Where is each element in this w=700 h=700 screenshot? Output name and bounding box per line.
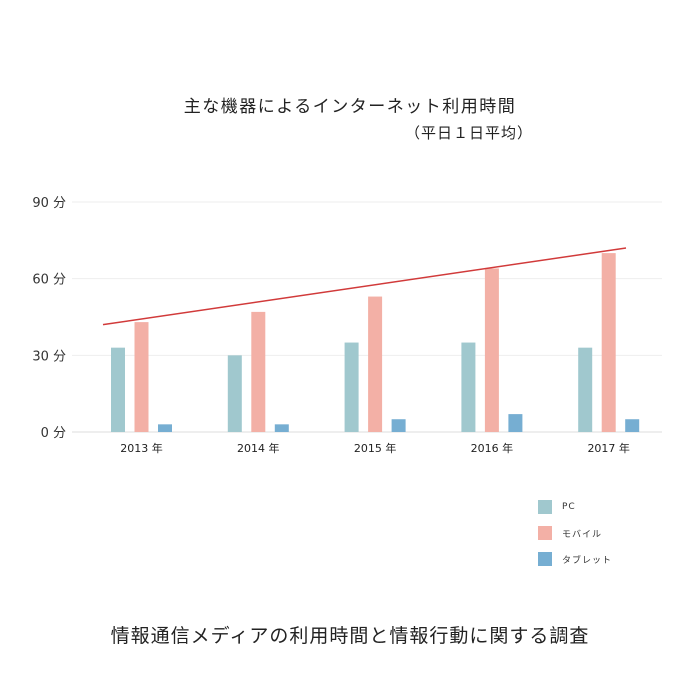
bars <box>111 253 640 432</box>
legend-item-pc: PC <box>538 494 612 520</box>
trend-line <box>102 247 627 326</box>
y-tick-label: 90 分 <box>32 196 66 211</box>
x-tick-label: 2015 年 <box>354 441 397 455</box>
chart-subtitle: （平日１日平均） <box>405 124 534 142</box>
bar-pc <box>344 342 359 432</box>
y-tick-label: 0 分 <box>41 426 66 441</box>
bar-pc <box>578 347 593 432</box>
bar-mobile <box>368 296 383 432</box>
gridlines <box>72 201 662 433</box>
legend-swatch-mobile <box>538 526 552 540</box>
legend-item-tablet: タブレット <box>538 546 612 572</box>
chart-title: 主な機器によるインターネット利用時間 <box>183 97 517 117</box>
bar-mobile <box>134 322 149 432</box>
legend: PC モバイル タブレット <box>538 494 612 572</box>
y-tick-label: 30 分 <box>32 349 66 364</box>
bar-tablet <box>274 424 289 432</box>
bar-pc <box>227 355 242 432</box>
legend-swatch-tablet <box>538 552 552 566</box>
x-tick-label: 2016 年 <box>471 441 514 455</box>
source-caption: 情報通信メディアの利用時間と情報行動に関する調査 <box>110 625 590 647</box>
bar-tablet <box>158 424 172 432</box>
x-tick-label: 2017 年 <box>587 441 630 455</box>
x-tick-label: 2014 年 <box>237 441 280 455</box>
bar-tablet <box>391 419 406 432</box>
legend-swatch-pc <box>538 500 552 514</box>
legend-label: タブレット <box>562 555 613 566</box>
bar-tablet <box>625 419 640 432</box>
bar-pc <box>461 342 476 432</box>
legend-item-mobile: モバイル <box>538 520 612 546</box>
bar-mobile <box>251 311 266 432</box>
bar-pc <box>111 347 125 432</box>
bar-mobile <box>484 268 499 432</box>
bar-tablet <box>508 414 523 432</box>
bar-mobile <box>601 253 616 432</box>
y-axis: 0 分 30 分 60 分 90 分 <box>32 196 66 441</box>
legend-label: モバイル <box>562 529 603 540</box>
legend-label: PC <box>562 502 576 512</box>
y-tick-label: 60 分 <box>32 273 66 288</box>
x-axis: 2013 年 2014 年 2015 年 2016 年 2017 年 <box>120 441 630 455</box>
x-tick-label: 2013 年 <box>120 441 163 455</box>
